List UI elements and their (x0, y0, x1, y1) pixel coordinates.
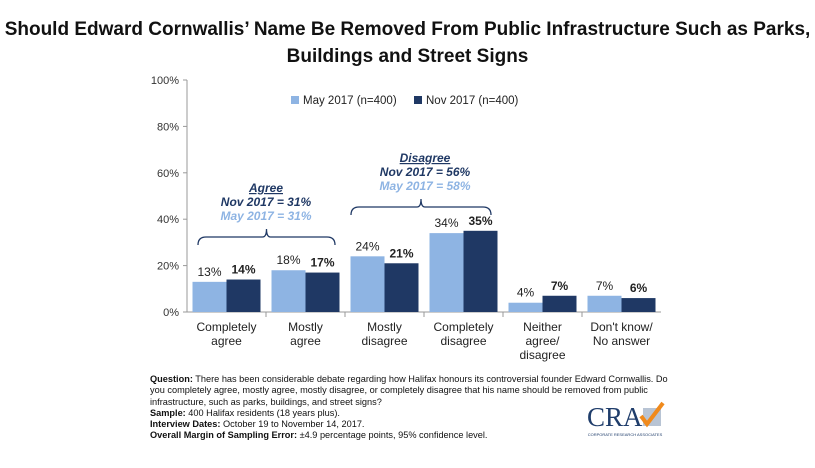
data-label: 21% (389, 246, 413, 260)
chart-title: Should Edward Cornwallis’ Name Be Remove… (4, 19, 811, 67)
data-label: 24% (355, 239, 379, 253)
annotation-label: Agree (248, 181, 283, 195)
y-tick-label: 40% (157, 214, 179, 226)
x-tick-label: disagree (440, 334, 486, 348)
brace (197, 228, 336, 246)
bar (587, 295, 622, 312)
x-tick-label: Don't know/ (590, 320, 653, 334)
data-label: 17% (310, 256, 334, 270)
question-label: Question: (150, 374, 193, 384)
x-tick-label: Mostly (367, 320, 402, 334)
annotation-nov: Nov 2017 = 56% (380, 165, 471, 179)
y-tick-label: 80% (157, 121, 179, 133)
bar (621, 298, 656, 312)
svg-text:CORPORATE RESEARCH ASSOCIATES: CORPORATE RESEARCH ASSOCIATES (588, 432, 663, 437)
legend-swatch (414, 96, 422, 104)
dates-label: Interview Dates: (150, 419, 221, 430)
bar (429, 233, 464, 312)
x-tick-label: Completely (433, 320, 493, 334)
data-label: 34% (434, 216, 458, 230)
x-tick-label: agree (211, 334, 242, 348)
legend-label: Nov 2017 (n=400) (426, 95, 519, 107)
bar (463, 230, 498, 312)
data-label: 13% (197, 265, 221, 279)
data-label: 7% (551, 279, 569, 293)
svg-text:CRA: CRA (587, 402, 643, 432)
dates-text: October 19 to November 14, 2017. (220, 419, 365, 430)
cra-logo: CRA CORPORATE RESEARCH ASSOCIATES (587, 401, 665, 437)
data-label: 14% (231, 263, 255, 277)
data-label: 7% (596, 279, 614, 293)
annotation-may: May 2017 = 58% (379, 179, 470, 193)
legend-swatch (291, 96, 299, 104)
x-tick-label: No answer (593, 334, 650, 348)
x-tick-label: disagree (519, 348, 565, 362)
annotation-may: May 2017 = 31% (220, 209, 311, 223)
data-label: 35% (468, 214, 492, 228)
bar (350, 256, 385, 312)
bar (192, 281, 227, 312)
brace (350, 198, 492, 216)
x-tick-label: Neither (523, 320, 562, 334)
bar (508, 302, 543, 312)
moe-text: ±4.9 percentage points, 95% confidence l… (297, 430, 488, 441)
data-label: 18% (276, 253, 300, 267)
x-tick-label: agree/ (525, 334, 560, 348)
bar (226, 279, 261, 312)
x-tick-label: disagree (361, 334, 407, 348)
sample-text: 400 Halifax residents (18 years plus). (185, 407, 340, 418)
bar (384, 263, 419, 312)
sample-label: Sample: (150, 407, 186, 418)
moe-label: Overall Margin of Sampling Error: (150, 430, 298, 441)
footnotes: Question: There has been considerable de… (150, 374, 670, 442)
bar (305, 272, 340, 312)
bar (542, 295, 577, 312)
data-label: 4% (517, 286, 535, 300)
data-label: 6% (630, 281, 648, 295)
legend-label: May 2017 (n=400) (303, 95, 397, 107)
annotation-label: Disagree (400, 151, 451, 165)
y-tick-label: 100% (151, 75, 179, 87)
y-tick-label: 20% (157, 261, 179, 273)
x-tick-label: agree (290, 334, 321, 348)
y-tick-label: 0% (163, 307, 179, 319)
y-tick-label: 60% (157, 168, 179, 180)
x-tick-label: Completely (196, 320, 256, 334)
question-text: There has been considerable debate regar… (150, 374, 668, 407)
annotation-nov: Nov 2017 = 31% (221, 195, 312, 209)
bar (271, 270, 306, 312)
x-tick-label: Mostly (288, 320, 323, 334)
